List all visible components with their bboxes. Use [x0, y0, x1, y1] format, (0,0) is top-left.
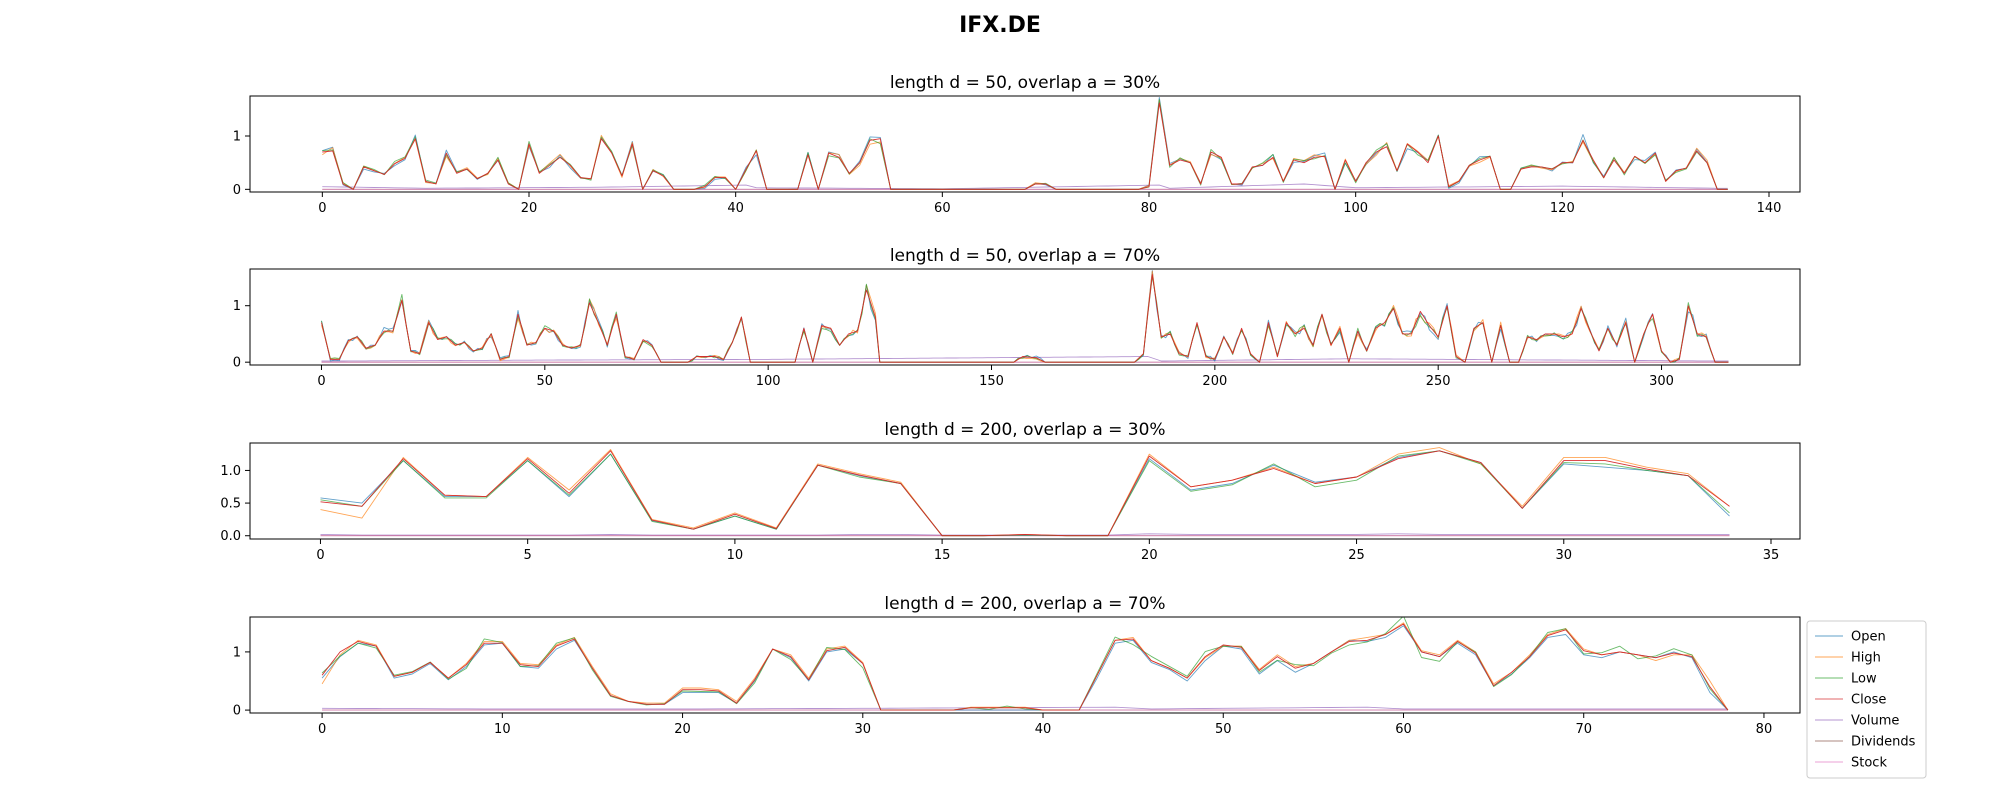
- series-line-volume: [322, 183, 1728, 190]
- x-tick-label: 20: [674, 722, 691, 737]
- subplot-1: length d = 50, overlap a = 30% 0 20 40 60 80 1…: [233, 73, 1801, 216]
- x-tick-label: 200: [1202, 374, 1227, 389]
- subplot-title: length d = 50, overlap a = 30%: [890, 73, 1160, 93]
- series-line-low: [321, 276, 1729, 363]
- x-tick-label: 40: [1035, 722, 1052, 737]
- series-line-close: [321, 274, 1729, 363]
- legend: Open High Low Close Volume Dividends Stock: [1806, 620, 1927, 779]
- axes-frame: [249, 616, 1801, 714]
- series-line-high: [321, 622, 1729, 711]
- legend-box: [1806, 620, 1927, 779]
- series-line-open: [322, 96, 1728, 190]
- x-tick-label: 300: [1649, 374, 1674, 389]
- x-tick-label: 250: [1426, 374, 1451, 389]
- y-tick-label: 1: [233, 130, 241, 145]
- legend-label-stock: Stock: [1851, 756, 1887, 771]
- x-tick-label: 150: [979, 374, 1004, 389]
- legend-label-high: High: [1851, 651, 1881, 666]
- series-line-low: [320, 450, 1730, 537]
- series-lines: [321, 617, 1729, 711]
- x-tick-label: 80: [1756, 722, 1773, 737]
- x-tick-label: 120: [1550, 201, 1575, 216]
- x-tick-label: 100: [756, 374, 781, 389]
- x-tick-label: 20: [521, 201, 538, 216]
- series-line-high: [320, 447, 1730, 537]
- x-tick-label: 15: [934, 548, 951, 563]
- legend-label-open: Open: [1851, 630, 1886, 645]
- subplot-title: length d = 200, overlap a = 70%: [884, 594, 1165, 614]
- x-tick-label: 30: [855, 722, 872, 737]
- series-line-high: [321, 270, 1729, 363]
- x-tick-label: 35: [1763, 548, 1780, 563]
- axes-frame: [249, 95, 1801, 193]
- x-tick-label: 60: [934, 201, 951, 216]
- x-tick-label: 50: [537, 374, 554, 389]
- legend-label-low: Low: [1851, 672, 1877, 687]
- figure-title: IFX.DE: [959, 13, 1041, 38]
- y-tick-label: 1.0: [220, 464, 241, 479]
- x-tick-label: 5: [524, 548, 532, 563]
- x-tick-label: 70: [1575, 722, 1592, 737]
- subplot-2: length d = 50, overlap a = 70% 0 50 100 150 2…: [233, 246, 1801, 389]
- legend-label-close: Close: [1851, 693, 1886, 708]
- series-line-open: [321, 270, 1729, 363]
- axes-frame: [249, 268, 1801, 366]
- x-tick-label: 10: [494, 722, 511, 737]
- subplot-title: length d = 50, overlap a = 70%: [890, 246, 1160, 266]
- x-tick-label: 60: [1395, 722, 1412, 737]
- series-line-close: [322, 102, 1728, 190]
- x-tick-label: 40: [727, 201, 744, 216]
- series-lines: [320, 447, 1730, 537]
- y-tick-label: 0: [233, 183, 241, 198]
- x-tick-label: 30: [1555, 548, 1572, 563]
- x-tick-label: 25: [1348, 548, 1365, 563]
- series-line-close: [320, 450, 1730, 537]
- subplot-title: length d = 200, overlap a = 30%: [884, 420, 1165, 440]
- x-tick-label: 0: [316, 548, 324, 563]
- y-tick-label: 0.5: [220, 497, 241, 512]
- x-tick-label: 0: [318, 722, 326, 737]
- y-tick-label: 1: [233, 299, 241, 314]
- legend-label-dividends: Dividends: [1851, 735, 1916, 750]
- series-line-close: [321, 623, 1729, 711]
- series-line-low: [321, 617, 1729, 711]
- legend-label-volume: Volume: [1851, 714, 1899, 729]
- y-tick-label: 0: [233, 704, 241, 719]
- x-tick-label: 20: [1141, 548, 1158, 563]
- x-tick-label: 50: [1215, 722, 1232, 737]
- x-tick-label: 10: [727, 548, 744, 563]
- x-tick-label: 80: [1141, 201, 1158, 216]
- subplot-3: length d = 200, overlap a = 30% 0 5 10 15 20 2…: [220, 420, 1801, 563]
- x-tick-label: 0: [318, 201, 326, 216]
- x-tick-label: 0: [317, 374, 325, 389]
- x-tick-label: 100: [1343, 201, 1368, 216]
- series-lines: [322, 96, 1728, 190]
- series-line-low: [322, 99, 1728, 190]
- y-tick-label: 0: [233, 356, 241, 371]
- y-tick-label: 1: [233, 645, 241, 660]
- axes-frame: [249, 442, 1801, 540]
- subplots: length d = 50, overlap a = 30% 0 20 40 60 80 1…: [220, 73, 1801, 737]
- y-tick-label: 0.0: [220, 529, 241, 544]
- x-tick-label: 140: [1757, 201, 1782, 216]
- subplot-4: length d = 200, overlap a = 70%0 10 20 30 40…: [233, 594, 1801, 737]
- series-lines: [321, 270, 1729, 363]
